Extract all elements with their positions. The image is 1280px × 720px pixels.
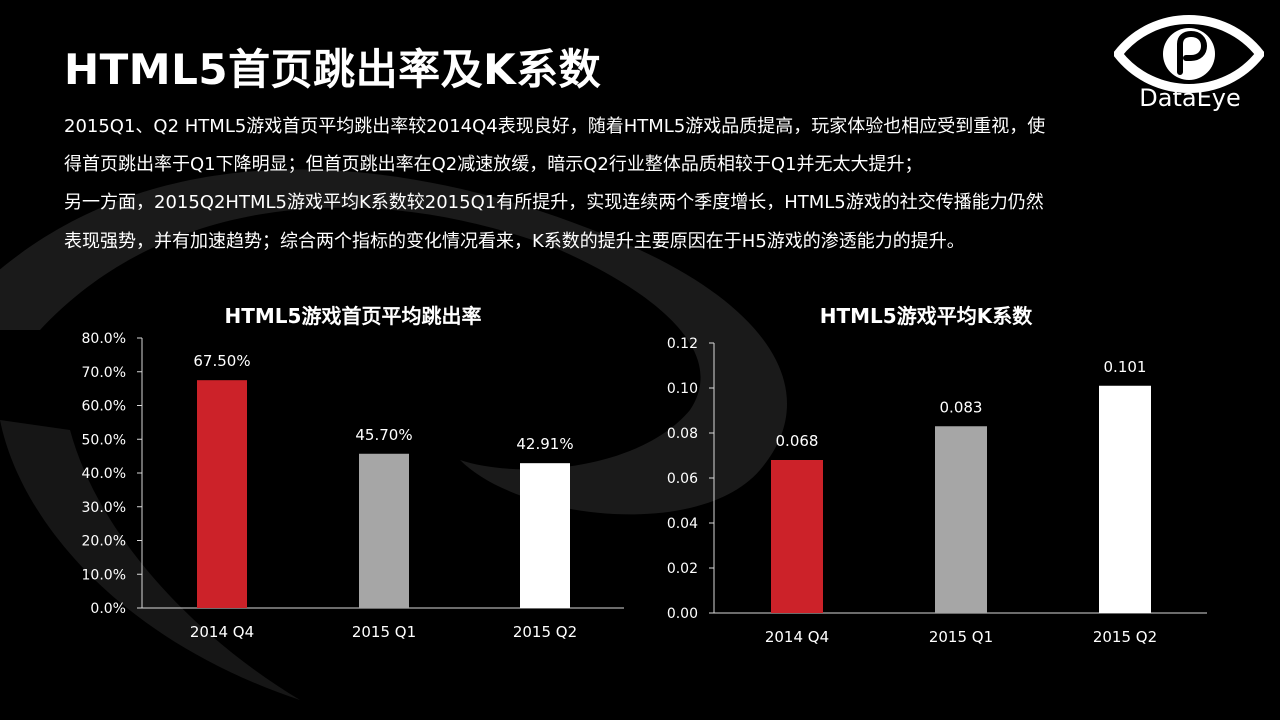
chart1-data-label-3: 42.91% bbox=[516, 435, 573, 453]
chart1-category-label-1: 2014 Q4 bbox=[190, 623, 254, 641]
page-title: HTML5首页跳出率及K系数 bbox=[64, 45, 602, 94]
chart1-y-tick-label: 10.0% bbox=[82, 567, 126, 583]
chart1-y-tick-label: 30.0% bbox=[82, 500, 126, 516]
paragraph-line-1: 2015Q1、Q2 HTML5游戏首页平均跳出率较2014Q4表现良好，随着HT… bbox=[64, 116, 1046, 137]
dataeye-eye-logo-icon bbox=[1114, 15, 1264, 93]
chart1-data-label-1: 67.50% bbox=[193, 352, 250, 370]
chart2-y-tick-label: 0.04 bbox=[667, 516, 698, 532]
chart2-bar-2 bbox=[935, 426, 987, 613]
chart1-y-tick-label: 0.0% bbox=[90, 601, 126, 617]
chart1-y-tick-label: 20.0% bbox=[82, 534, 126, 550]
chart2-data-label-3: 0.101 bbox=[1104, 358, 1147, 376]
chart2-y-tick-label: 0.10 bbox=[667, 381, 698, 397]
chart2-y-tick-label: 0.08 bbox=[667, 426, 698, 442]
chart1-bar-3 bbox=[520, 463, 570, 608]
chart1-category-label-2: 2015 Q1 bbox=[352, 623, 416, 641]
chart1-y-tick-label: 60.0% bbox=[82, 399, 126, 415]
chart1-title: HTML5游戏首页平均跳出率 bbox=[225, 304, 482, 328]
chart1-bar-2 bbox=[359, 453, 409, 608]
chart2-y-tick-label: 0.12 bbox=[667, 336, 698, 352]
chart2-y-tick-label: 0.00 bbox=[667, 606, 698, 622]
chart2-data-label-2: 0.083 bbox=[940, 398, 983, 416]
chart2-y-tick-label: 0.06 bbox=[667, 471, 698, 487]
chart1-y-tick-label: 70.0% bbox=[82, 365, 126, 381]
paragraph-line-2: 得首页跳出率于Q1下降明显；但首页跳出率在Q2减速放缓，暗示Q2行业整体品质相较… bbox=[64, 154, 923, 175]
chart2-title: HTML5游戏平均K系数 bbox=[820, 304, 1033, 328]
chart2-category-label-2: 2015 Q1 bbox=[929, 628, 993, 646]
chart2-category-label-3: 2015 Q2 bbox=[1093, 628, 1157, 646]
paragraph-line-3: 另一方面，2015Q2HTML5游戏平均K系数较2015Q1有所提升，实现连续两… bbox=[64, 192, 1044, 213]
chart1-y-tick-label: 50.0% bbox=[82, 432, 126, 448]
logo-text: DataEye bbox=[1139, 84, 1241, 112]
paragraph-line-4: 表现强势，并有加速趋势；综合两个指标的变化情况看来，K系数的提升主要原因在于H5… bbox=[64, 231, 965, 252]
chart2-category-label-1: 2014 Q4 bbox=[765, 628, 829, 646]
chart1-y-tick-label: 40.0% bbox=[82, 466, 126, 482]
chart1-y-tick-label: 80.0% bbox=[82, 331, 126, 347]
chart2-bar-3 bbox=[1099, 385, 1151, 613]
chart2-y-tick-label: 0.02 bbox=[667, 561, 698, 577]
chart1-data-label-2: 45.70% bbox=[355, 426, 412, 444]
chart1-category-label-3: 2015 Q2 bbox=[513, 623, 577, 641]
chart1-bar-1 bbox=[197, 380, 247, 608]
chart2-bar-1 bbox=[771, 460, 823, 613]
chart2-data-label-1: 0.068 bbox=[776, 432, 819, 450]
